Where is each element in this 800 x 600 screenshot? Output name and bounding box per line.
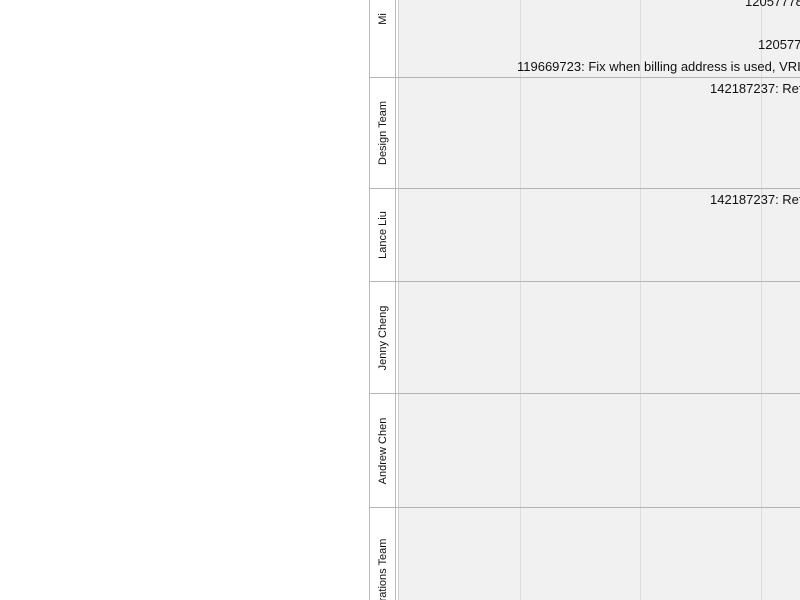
row-label-text: Design Team <box>376 101 389 165</box>
row-label-text: Jenny Cheng <box>376 305 389 370</box>
task-bar[interactable]: 142187237: Ref <box>710 81 800 96</box>
blank-area <box>0 0 369 600</box>
row-label-column <box>369 0 396 600</box>
row-label-lance-liu: Lance Liu <box>370 189 395 281</box>
row-label-mi: Mi <box>370 0 395 77</box>
grid-column-line <box>761 0 762 600</box>
task-bar[interactable]: 119669723: Fix when billing address is u… <box>517 59 800 74</box>
row-separator <box>369 393 800 394</box>
grid-column-line <box>640 0 641 600</box>
row-label-operations-team: rations Team <box>370 508 395 600</box>
row-separator <box>369 77 800 78</box>
row-label-jenny-cheng: Jenny Cheng <box>370 282 395 393</box>
task-bar[interactable]: 142187237: Ref <box>710 192 800 207</box>
row-label-text: Lance Liu <box>376 211 389 259</box>
row-separator <box>369 188 800 189</box>
grid-column-line <box>520 0 521 600</box>
row-label-text: Mi <box>376 12 389 25</box>
task-bar[interactable]: 12057778 <box>745 0 800 9</box>
row-label-text: Andrew Chen <box>376 417 389 484</box>
row-separator <box>369 507 800 508</box>
row-label-text: rations Team <box>376 538 389 600</box>
task-bar[interactable]: 120577 <box>758 37 800 52</box>
timeline-grid <box>398 0 800 600</box>
row-separator <box>369 281 800 282</box>
row-label-design-team: Design Team <box>370 78 395 188</box>
row-label-andrew-chen: Andrew Chen <box>370 394 395 507</box>
